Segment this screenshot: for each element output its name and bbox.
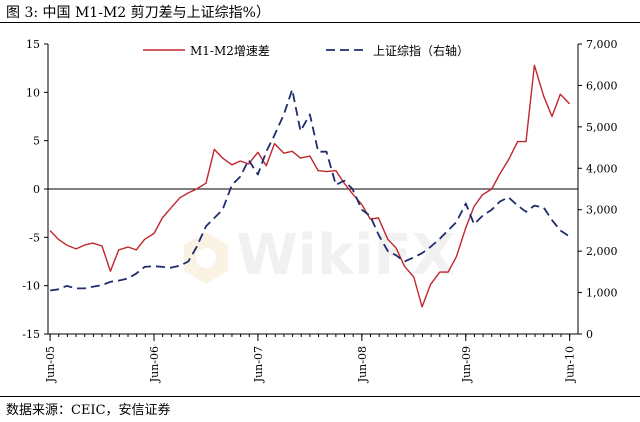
series-line-sse: [49, 88, 571, 292]
left-tick-label: -15: [22, 328, 40, 341]
right-tick-label: 3,000: [586, 204, 618, 217]
right-tick-label: 0: [586, 328, 593, 341]
bottom-rule: [0, 396, 640, 397]
left-tick-label: 10: [26, 86, 40, 99]
left-tick-label: 15: [26, 38, 40, 51]
right-tick-label: 7,000: [586, 38, 618, 51]
left-tick-label: 5: [33, 135, 40, 148]
series-lines: [49, 64, 571, 308]
left-tick-label: -5: [29, 231, 40, 244]
right-tick-label: 6,000: [586, 79, 618, 92]
left-tick-label: 0: [33, 183, 40, 196]
x-tick-label: Jun-05: [44, 346, 57, 383]
legend-label-sse: 上证综指（右轴）: [373, 43, 469, 58]
watermark-logo: [184, 232, 228, 284]
x-tick-label: Jun-10: [564, 346, 577, 383]
right-tick-label: 1,000: [586, 287, 618, 300]
series-line-m1m2: [49, 64, 571, 308]
top-rule: [0, 22, 640, 23]
right-tick-label: 5,000: [586, 121, 618, 134]
source-note: 数据来源：CEIC，安信证券: [6, 403, 171, 418]
right-tick-label: 2,000: [586, 245, 618, 258]
chart-title: 图 3: 中国 M1-M2 剪刀差与上证综指%）: [6, 5, 270, 21]
right-tick-label: 4,000: [586, 162, 618, 175]
chart-canvas: WikiFX 15 10 5 0 -5 -10 -15 7,000 6,000 5,000 4,00…: [22, 38, 617, 383]
x-tick-label: Jun-08: [356, 346, 369, 383]
x-tick-label: Jun-07: [252, 346, 265, 383]
x-tick-label: Jun-09: [460, 346, 473, 383]
legend-label-m1m2: M1-M2增速差: [190, 44, 270, 58]
x-tick-label: Jun-06: [148, 346, 161, 383]
left-tick-label: -10: [22, 280, 40, 293]
axes: 15 10 5 0 -5 -10 -15 7,000 6,000 5,000 4,000 3,000 2…: [22, 38, 617, 383]
legend: M1-M2增速差 上证综指（右轴）: [143, 43, 469, 58]
watermark-text: WikiFX: [236, 223, 455, 288]
